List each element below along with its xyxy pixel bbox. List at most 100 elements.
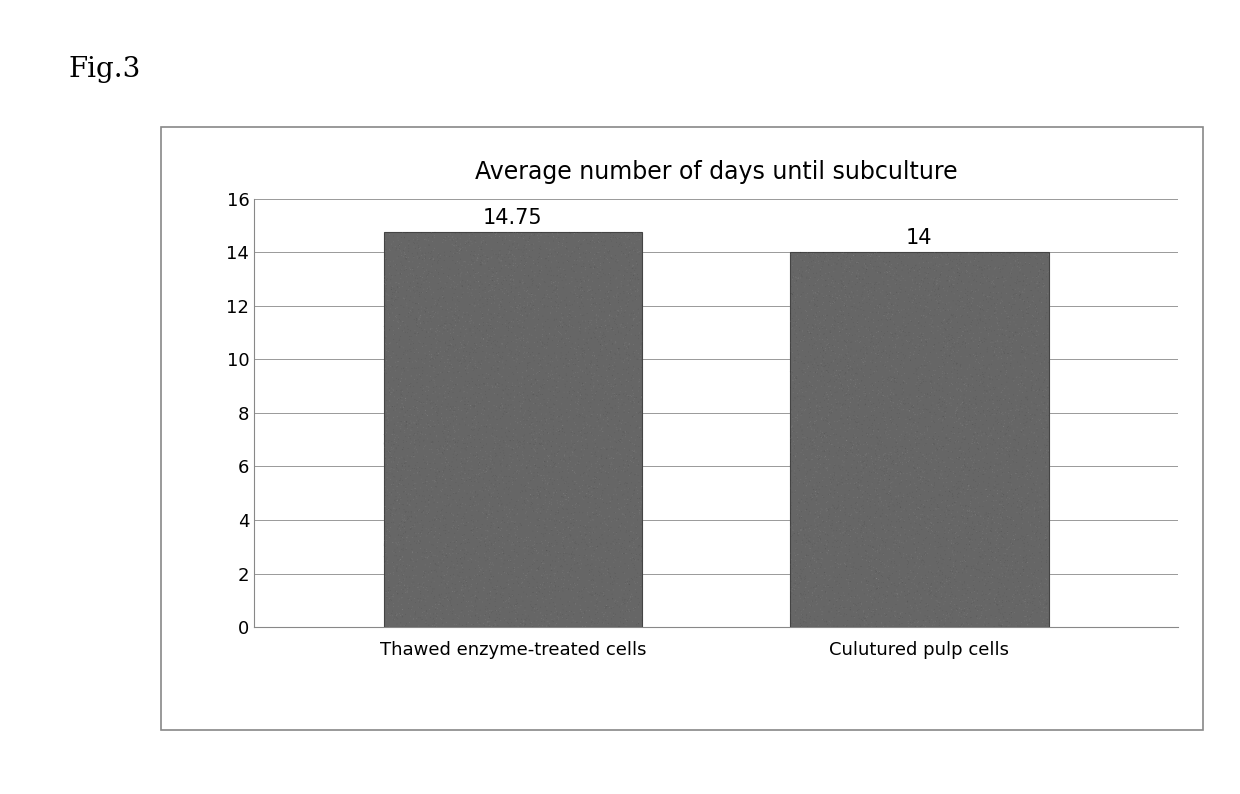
Point [972, 602, 992, 615]
Point [792, 424, 812, 437]
Point [404, 491, 424, 503]
Point [884, 318, 904, 330]
Point [843, 438, 863, 451]
Point [423, 373, 443, 386]
Point [925, 476, 945, 489]
Point [465, 402, 485, 414]
Point [820, 289, 839, 302]
Point [537, 341, 557, 353]
Point [849, 383, 869, 395]
Point [376, 480, 396, 493]
Point [894, 444, 914, 457]
Point [936, 324, 956, 337]
Point [965, 487, 985, 499]
Point [1038, 618, 1058, 630]
Point [786, 274, 806, 287]
Point [786, 371, 806, 384]
Point [932, 495, 952, 508]
Point [518, 565, 538, 578]
Point [866, 485, 885, 498]
Point [387, 410, 407, 423]
Point [930, 508, 950, 521]
Point [1001, 476, 1021, 489]
Point [451, 291, 471, 303]
Point [381, 507, 401, 519]
Point [392, 280, 412, 293]
Point [402, 603, 422, 615]
Point [604, 390, 624, 403]
Point [882, 404, 901, 417]
Point [582, 426, 601, 439]
Point [565, 538, 585, 550]
Point [521, 499, 541, 511]
Point [464, 530, 484, 542]
Point [866, 255, 885, 268]
Point [1022, 318, 1042, 331]
Point [391, 550, 410, 563]
Point [993, 279, 1013, 291]
Point [383, 286, 403, 299]
Point [1013, 530, 1033, 542]
Point [381, 503, 401, 516]
Point [374, 534, 394, 547]
Point [622, 518, 642, 531]
Point [582, 616, 601, 629]
Point [559, 334, 579, 347]
Point [884, 590, 904, 603]
Point [963, 596, 983, 609]
Point [1029, 329, 1049, 341]
Point [926, 585, 946, 598]
Point [918, 598, 937, 611]
Point [1032, 500, 1052, 513]
Point [859, 287, 879, 299]
Point [512, 581, 532, 594]
Point [484, 360, 503, 373]
Point [960, 267, 980, 279]
Point [562, 391, 582, 403]
Point [407, 246, 427, 259]
Point [393, 499, 413, 511]
Point [423, 353, 443, 365]
Point [427, 369, 446, 382]
Point [823, 491, 843, 503]
Point [870, 463, 890, 476]
Point [456, 596, 476, 608]
Point [1014, 247, 1034, 260]
Point [630, 363, 650, 376]
Point [394, 415, 414, 428]
Point [959, 248, 978, 260]
Point [498, 578, 518, 591]
Point [440, 357, 460, 369]
Point [438, 575, 458, 588]
Point [986, 425, 1006, 437]
Point [506, 242, 526, 255]
Point [495, 317, 515, 330]
Point [387, 252, 407, 264]
Point [588, 445, 608, 457]
Point [929, 526, 949, 538]
Point [851, 503, 870, 515]
Point [377, 279, 397, 292]
Point [596, 319, 616, 332]
Point [492, 537, 512, 549]
Point [906, 439, 926, 452]
Point [818, 580, 838, 593]
Point [973, 406, 993, 418]
Point [861, 306, 880, 319]
Point [553, 541, 573, 553]
Point [805, 613, 825, 626]
Point [534, 299, 554, 312]
Point [971, 510, 991, 522]
Point [529, 415, 549, 428]
Point [481, 337, 501, 349]
Point [869, 567, 889, 580]
Point [547, 281, 567, 294]
Point [797, 608, 817, 621]
Point [487, 268, 507, 280]
Point [541, 515, 560, 527]
Point [926, 582, 946, 595]
Point [590, 330, 610, 343]
Point [388, 458, 408, 471]
Point [1037, 403, 1056, 415]
Point [506, 360, 526, 372]
